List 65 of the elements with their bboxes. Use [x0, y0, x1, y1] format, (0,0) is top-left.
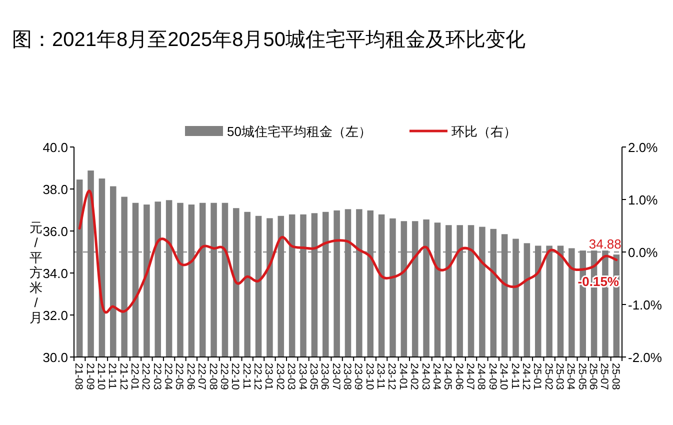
x-tick-label: 24-07 [464, 363, 476, 390]
x-tick-label: 25-04 [564, 363, 577, 390]
x-tick-label: 23-01 [262, 363, 275, 390]
x-tick-label: 22-03 [150, 363, 163, 390]
x-tick-label: 23-09 [352, 363, 364, 390]
y-tick-label: 36.0 [42, 224, 68, 239]
x-tick-label: 23-02 [274, 363, 286, 390]
y-tick-label: 38.0 [42, 182, 68, 197]
x-tick-label: 22-09 [218, 363, 230, 390]
x-tick-label: 23-05 [307, 363, 320, 390]
x-tick-label: 23-06 [318, 363, 331, 390]
x-tick-label: 22-11 [240, 363, 252, 390]
data-label: 34.88 [588, 236, 622, 252]
y-tick-label: 34.0 [42, 266, 68, 281]
x-tick-label: 22-06 [184, 363, 196, 390]
x-tick-label: 24-10 [498, 363, 510, 390]
x-tick-label: 25-08 [609, 363, 622, 390]
x-tick-label: 24-04 [430, 363, 442, 390]
x-tick-label: 25-02 [542, 363, 554, 390]
x-tick-label: 22-04 [162, 363, 174, 390]
x-tick-label: 25-07 [598, 363, 610, 390]
x-tick-label: 23-10 [363, 363, 376, 390]
y-tick-label: 32.0 [42, 308, 68, 323]
legend-label: 环比（右） [451, 124, 516, 139]
x-tick-label: 25-03 [553, 363, 566, 390]
x-tick-label: 22-12 [252, 363, 264, 390]
x-tick-label: 24-01 [396, 363, 409, 390]
x-tick-label: 23-08 [341, 363, 353, 390]
y2-tick-label: 1.0% [628, 192, 658, 208]
x-tick-label: 25-01 [531, 363, 544, 390]
x-tick-label: 24-05 [442, 363, 454, 390]
x-tick-label: 23-07 [330, 363, 342, 390]
x-tick-label: 24-09 [486, 363, 498, 390]
x-tick-label: 24-11 [508, 363, 521, 390]
x-tick-label: 22-01 [128, 363, 141, 390]
x-tick-label: 25-06 [587, 363, 600, 390]
x-tick-label: 24-08 [475, 363, 488, 390]
x-tick-label: 22-10 [229, 363, 242, 390]
x-tick-label: 21-12 [117, 363, 130, 390]
x-tick-label: 21-11 [106, 363, 118, 390]
y2-tick-label: -2.0% [628, 350, 662, 365]
x-tick-label: 25-05 [576, 363, 588, 390]
x-tick-label: 23-04 [296, 363, 308, 390]
y2-tick-label: 0.0% [628, 245, 658, 260]
x-tick-label: 24-02 [408, 363, 420, 390]
x-tick-label: 22-05 [173, 363, 186, 390]
x-tick-label: 22-02 [140, 363, 152, 390]
x-tick-label: 23-12 [386, 363, 398, 390]
y-tick-label: 40.0 [42, 140, 68, 155]
x-tick-label: 24-06 [452, 363, 465, 390]
x-tick-label: 21-08 [72, 363, 85, 390]
x-tick-label: 21-09 [84, 363, 96, 390]
x-tick-label: 23-11 [374, 363, 387, 390]
chart-title: 图：2021年8月至2025年8月50城住宅平均租金及环比变化 [12, 28, 526, 51]
y-tick-label: 30.0 [42, 350, 68, 365]
x-tick-label: 23-03 [285, 363, 298, 390]
y-axis-title: 元/平方米/月 [30, 220, 42, 325]
y2-tick-label: 2.0% [628, 140, 658, 155]
x-tick-label: 24-03 [419, 363, 432, 390]
x-tick-label: 22-08 [206, 363, 219, 390]
x-tick-label: 22-07 [196, 363, 208, 390]
x-tick-label: 21-10 [94, 363, 107, 390]
x-tick-label: 24-12 [520, 363, 532, 390]
legend-label: 50城住宅平均租金（左） [227, 124, 372, 139]
y2-tick-label: -1.0% [628, 298, 662, 312]
